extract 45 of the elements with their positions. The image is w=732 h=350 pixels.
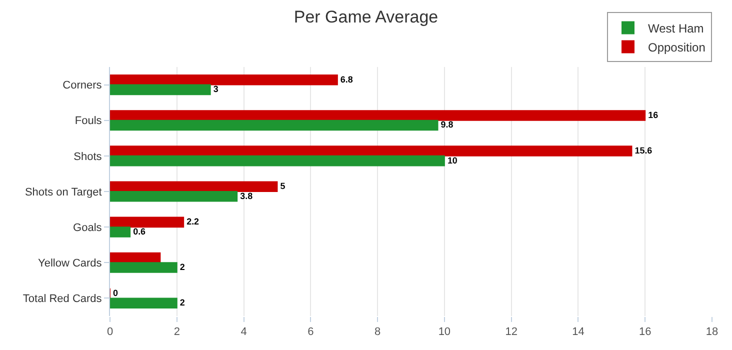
y-tick-label: Shots on Target	[24, 186, 102, 198]
bar	[110, 155, 445, 166]
x-tick-label: 14	[572, 326, 584, 338]
bar	[110, 110, 646, 121]
data-label: 0.6	[133, 226, 146, 236]
x-tick-label: 16	[638, 326, 652, 338]
x-tick-label: 0	[106, 326, 114, 338]
data-label: 2	[180, 298, 185, 308]
bar	[110, 84, 211, 96]
bar	[110, 120, 438, 131]
x-tick-label: 8	[374, 326, 381, 338]
data-label: 16	[648, 110, 658, 120]
data-label: 0	[113, 288, 118, 298]
bar	[110, 298, 178, 308]
data-label: 2	[180, 262, 185, 272]
x-tick-label: 6	[308, 326, 314, 338]
y-tick-label: Total Red Cards	[22, 293, 102, 306]
data-label: 5	[280, 181, 286, 192]
x-tick-label: 12	[505, 326, 518, 338]
legend-label: West Ham	[648, 21, 704, 36]
data-label: 3	[213, 84, 218, 94]
y-tick-label: Corners	[62, 80, 102, 92]
bar	[110, 262, 178, 273]
x-tick-label: 2	[174, 326, 180, 338]
y-tick-label: Yellow Cards	[38, 257, 102, 270]
y-tick-label: Goals	[73, 222, 102, 234]
bar	[110, 226, 131, 238]
y-tick-label: Shots	[74, 150, 102, 163]
bar	[110, 74, 338, 86]
data-label: 15.6	[634, 145, 652, 156]
chart-title: Per Game Average	[294, 7, 438, 26]
data-label: 10	[447, 155, 458, 166]
y-tick-label: Fouls	[74, 115, 102, 128]
legend-label: Opposition	[648, 40, 706, 54]
bar	[110, 216, 184, 228]
x-tick-label: 18	[706, 326, 718, 338]
data-label: 2.2	[186, 216, 200, 227]
data-label: 9.8	[440, 120, 454, 130]
bar	[110, 146, 632, 156]
data-label: 6.8	[340, 74, 353, 84]
x-tick-label: 10	[438, 326, 451, 338]
data-label: 3.8	[240, 190, 253, 201]
bar	[110, 191, 238, 202]
bar	[110, 181, 278, 192]
x-tick-label: 4	[240, 326, 247, 338]
